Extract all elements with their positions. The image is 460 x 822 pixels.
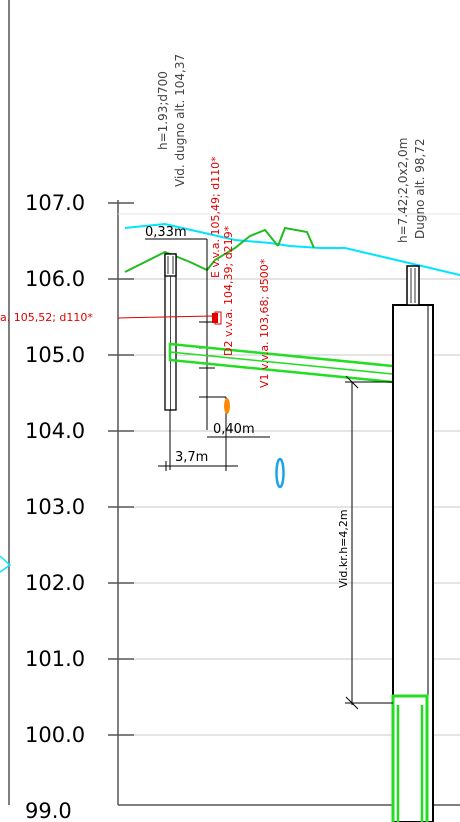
tick-label-102: 102.0 — [25, 571, 85, 595]
tick-label-103: 103.0 — [25, 495, 85, 519]
manhole-right-neck — [406, 265, 420, 306]
terrain-line — [124, 222, 460, 276]
tick-label-104: 104.0 — [25, 419, 85, 443]
tick-label-106: 106.0 — [25, 267, 85, 291]
terrain-fragment-left — [0, 555, 12, 573]
dim-040-label: 0,40m — [213, 422, 255, 437]
manhole-right-label-2: Dugno alt. 98,72 — [413, 138, 427, 239]
tick-label-101: 101.0 — [25, 647, 85, 671]
pipe-d2-label: D2 v.v.a. 104,39; d219* — [222, 225, 235, 356]
pipe-v1-marker — [275, 457, 285, 489]
dim-033-label: 0,33m — [145, 225, 187, 240]
pipe-e-leader — [117, 315, 214, 319]
pipe-e-label: E v.v.a. 105,49; d110* — [209, 156, 222, 278]
vid-kr-label: Vid.kr.h=4,2m — [337, 509, 350, 588]
dim-37-label: 3,7m — [175, 450, 208, 465]
pipe-left-label: a. 105,52; d110* — [0, 311, 93, 324]
manhole-left-label-1: h=1.93;d700 — [156, 71, 170, 150]
manhole-right-inner — [391, 694, 429, 822]
pipe-d2-marker — [224, 398, 230, 414]
axis-ticks — [108, 202, 134, 736]
manhole-left-label-2: Vid. dugno alt. 104,37 — [173, 54, 187, 187]
ground-bump — [277, 226, 315, 249]
tick-label-100: 100.0 — [25, 723, 85, 747]
manhole-right-label-1: h=7.42;2,0x2,0m — [396, 138, 410, 243]
pipe-v1-label: V1 v.v.a. 103,68; d500* — [258, 258, 271, 388]
tick-label-107: 107.0 — [25, 191, 85, 215]
manhole-left-cone — [164, 253, 177, 277]
tick-label-105: 105.0 — [25, 343, 85, 367]
tick-label-99: 99.0 — [25, 799, 72, 822]
